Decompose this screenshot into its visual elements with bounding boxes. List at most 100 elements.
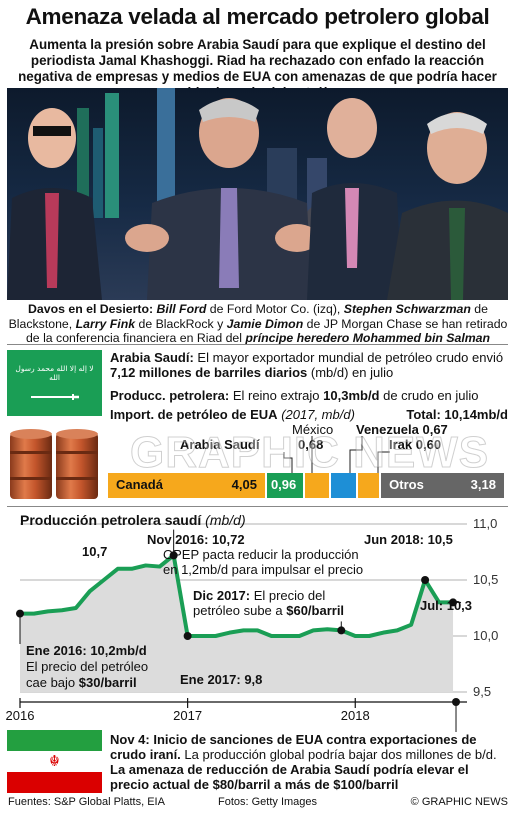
annotation-price-drop-2-part: $30/barril [79,675,137,690]
x-tick-label: 2017 [173,708,202,723]
segment-value: 0,96 [270,477,297,492]
fact-us-imports: Import. de petróleo de EUA (2017, mb/d) … [110,407,508,422]
series-area [20,555,454,692]
import-segment-mxico [304,473,330,498]
import-segment-venezuela [331,473,356,498]
caption-name-3: Larry Fink [75,316,136,331]
data-point [16,609,24,618]
photo-caption: Davos en el Desierto: Bill Ford de Ford … [8,302,508,346]
import-segment-arabiasaud: 0,96 [266,473,303,498]
fact-label: Import. de petróleo de EUA [110,407,278,422]
annotation-opep-2-part: en 1,2mb/d para impulsar el precio [163,562,363,577]
fact-label: Arabia Saudí: [110,350,194,365]
y-tick-label: 9,5 [473,684,491,699]
y-tick-label: 10,5 [473,572,498,587]
fact-text: de crudo en julio [379,388,479,403]
imports-stacked-bar: Canadá 4,05 0,96 Otros 3,18 [108,473,506,498]
annotation-peak: 10,7 [82,544,107,559]
chart-unit: (mb/d) [205,512,246,528]
caption-name-4: Jamie Dimon [226,316,304,331]
footer: Fuentes: S&P Global Platts, EIA Fotos: G… [8,796,508,808]
caption-text-1: de Ford Motor Co. (izq), [206,302,344,316]
divider [7,506,508,507]
fact-text: El reino extrajo [229,388,324,403]
executives-photo [7,88,508,300]
annotation-price-drop-1-part: El precio del petróleo [26,659,148,674]
label-saudi: Arabia Saudí [180,437,260,452]
fact-text: El mayor exportador mundial de petróleo … [193,350,504,365]
iran-flag: ☬ [7,730,102,793]
footer-credit: © GRAPHIC NEWS [410,796,508,808]
series-line [20,553,454,638]
fact-production: Producc. petrolera: El reino extrajo 10,… [110,388,508,403]
caption-name-1: Bill Ford [156,302,207,316]
sanctions-note: Nov 4: Inicio de sanciones de EUA contra… [110,732,508,792]
page-title: Amenaza velada al mercado petrolero glob… [25,4,490,29]
sanctions-text: La producción global podría bajar dos mi… [180,747,497,762]
annotation-opep-2: en 1,2mb/d para impulsar el precio [163,562,363,577]
label-venezuela: Venezuela 0,67 [356,422,448,437]
saudi-flag-shahada: لا إله إلا الله محمد رسول الله [15,364,94,382]
annotation-price-drop-1: El precio del petróleo [26,659,148,674]
data-point [421,576,430,584]
annotation-dic-2017-2-part: $60/barril [286,603,344,618]
annotation-ene-2016-part: Ene 2016: 10,2mb/d [26,643,147,658]
y-tick-label: 10,0 [473,628,498,643]
label-saudi-value: 0,68 [298,437,324,452]
annotation-jun-2018-part: Jun 2018: 10,5 [364,532,453,547]
x-tick-label: 2018 [341,708,370,723]
annotation-dic-2017-1-part: Dic 2017: [193,588,250,603]
annotation-ene-2017-part: Ene 2017: 9,8 [180,672,262,687]
annotation-dic-2017-1-part: El precio del [250,588,325,603]
oil-barrels-icon [10,429,98,499]
annotation-jul: Jul: 10,3 [420,598,472,613]
annotation-dic-2017-2-part: petróleo sube a [193,603,286,618]
y-tick-label: 11,0 [473,516,497,531]
annotation-jul-part: Jul: 10,3 [420,598,472,613]
fact-saudi-exports: Arabia Saudí: El mayor exportador mundia… [110,350,508,380]
data-point [337,626,346,635]
annotation-nov-2016-part: Nov 2016: 10,72 [147,532,245,547]
import-segment-irak [357,473,380,498]
footer-photos: Fotos: Getty Images [218,796,318,808]
annotation-nov-2016: Nov 2016: 10,72 [147,532,245,547]
caption-text-2: de Blackstone, [8,302,488,331]
chart-title: Producción petrolera saudí (mb/d) [20,512,246,528]
caption-name-5: príncipe heredero Mohammed bin Salman [245,331,491,345]
segment-name: Otros [389,477,424,492]
sanctions-lead: Nov 4: Inicio de sanciones de EUA contra… [110,732,477,762]
segment-value: 4,05 [231,477,257,492]
fact-label: Producc. petrolera: [110,388,230,403]
annotation-ene-2017: Ene 2017: 9,8 [180,672,262,687]
iran-emblem-icon: ☬ [7,751,102,772]
import-segment-canad: Canadá 4,05 [108,473,265,498]
fact-unit: (2017, mb/d) [277,407,355,422]
annotation-jun-2018: Jun 2018: 10,5 [364,532,453,547]
label-irak: Irak 0,60 [389,437,442,452]
data-point [183,632,192,640]
caption-name-2: Stephen Schwarzman [343,302,471,316]
annotation-ene-2016: Ene 2016: 10,2mb/d [26,643,147,658]
saudi-flag: لا إله إلا الله محمد رسول الله [7,350,102,416]
footer-sources: Fuentes: S&P Global Platts, EIA [8,796,165,808]
import-leader-lines [283,436,390,474]
production-line-chart: 11,0 10,5 10,0 9,5 2016 2017 2018 10,7 Nov 2016:… [6,516,498,732]
imports-total: Total: 10,14mb/d [406,407,508,422]
divider [7,344,508,345]
label-mexico: México [292,422,334,437]
annotation-opep-1-part: OPEP pacta reducir la producción [163,547,359,562]
annotation-price-drop-2: cae bajo $30/barril [26,675,137,690]
caption-text-4: de JP Morgan Chase se han retirado de la… [25,316,508,346]
annotation-price-drop-2-part: cae bajo [26,675,79,690]
annotation-dic-2017-1: Dic 2017: El precio del [193,588,325,603]
sword-icon [31,394,79,400]
fact-value: 7,12 millones de barriles diarios [110,365,308,380]
x-tick-label: 2016 [6,708,35,723]
segment-name: Canadá [116,477,163,492]
caption-lead: Davos en el Desierto: [28,302,157,316]
segment-value: 3,18 [470,477,496,492]
annotation-opep-1: OPEP pacta reducir la producción [163,547,359,562]
annotation-peak-part: 10,7 [82,544,107,559]
chart-title-text: Producción petrolera saudí [20,512,202,528]
fact-value: 10,3mb/d [323,388,380,403]
